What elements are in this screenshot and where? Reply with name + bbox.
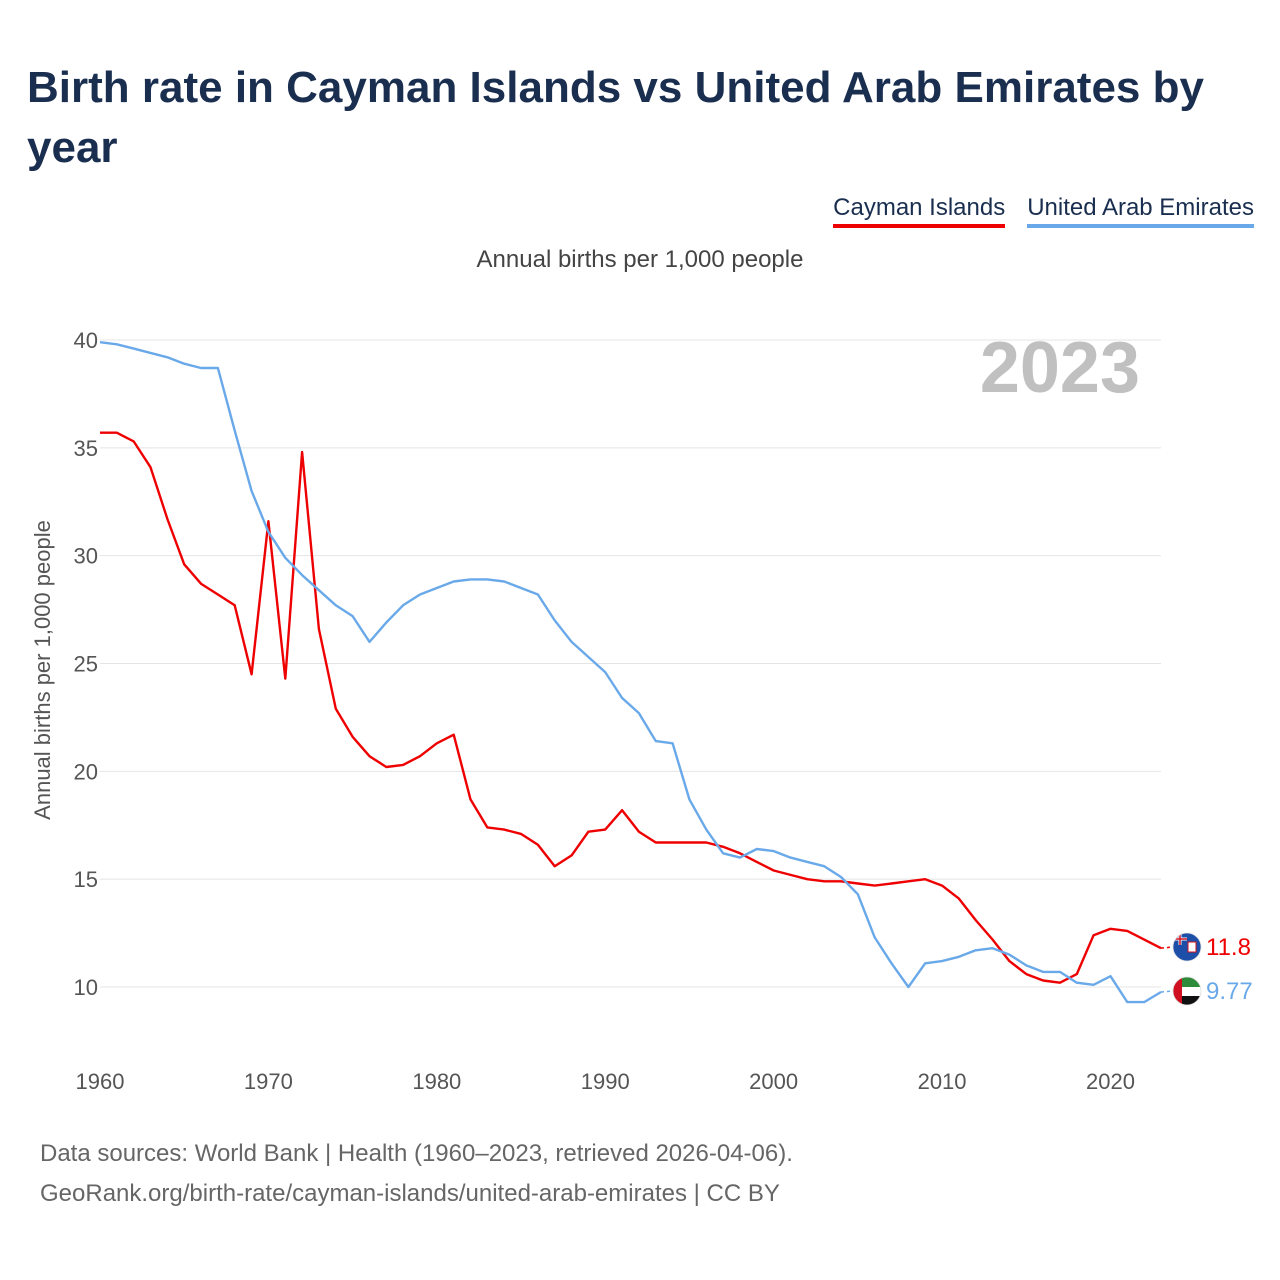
- y-axis-label: Annual births per 1,000 people: [30, 520, 55, 820]
- y-tick-label-30: 30: [74, 544, 98, 569]
- end-connector-cayman-islands: [1160, 946, 1174, 949]
- chart-title: Birth rate in Cayman Islands vs United A…: [27, 63, 1204, 172]
- x-tick-label-2010: 2010: [918, 1069, 967, 1094]
- source-line-2[interactable]: GeoRank.org/birth-rate/cayman-islands/un…: [40, 1180, 780, 1207]
- x-tick-label-2020: 2020: [1086, 1069, 1135, 1094]
- legend-item-united-arab-emirates[interactable]: United Arab Emirates: [1027, 194, 1254, 228]
- y-tick-label-20: 20: [74, 759, 98, 784]
- year-watermark: 2023: [980, 328, 1140, 408]
- series-line-united-arab-emirates: [99, 341, 1162, 1004]
- legend: Cayman Islands United Arab Emirates: [833, 194, 1254, 228]
- uae-flag-icon: [1172, 976, 1202, 1006]
- legend-item-cayman-islands[interactable]: Cayman Islands: [833, 194, 1006, 228]
- y-tick-label-15: 15: [74, 867, 98, 892]
- end-value-label-united-arab-emirates: 9.77: [1206, 978, 1253, 1005]
- x-tick-label-1980: 1980: [412, 1069, 461, 1094]
- y-tick-label-35: 35: [74, 436, 98, 461]
- x-tick-label-1990: 1990: [581, 1069, 630, 1094]
- source-line-1: Data sources: World Bank | Health (1960–…: [40, 1140, 793, 1167]
- end-value-label-cayman-islands: 11.8: [1206, 934, 1251, 961]
- x-tick-label-2000: 2000: [749, 1069, 798, 1094]
- x-tick-label-1970: 1970: [244, 1069, 293, 1094]
- end-connector-united-arab-emirates: [1160, 990, 1174, 993]
- y-tick-label-10: 10: [74, 975, 98, 1000]
- chart-subtitle: Annual births per 1,000 people: [476, 246, 804, 273]
- y-tick-label-40: 40: [74, 328, 98, 353]
- y-tick-label-25: 25: [74, 652, 98, 677]
- cayman-islands-flag-icon: [1172, 932, 1202, 962]
- source-note: Data sources: World Bank | Health (1960–…: [40, 1134, 793, 1214]
- series-line-cayman-islands: [100, 431, 1162, 984]
- x-tick-label-1960: 1960: [76, 1069, 125, 1094]
